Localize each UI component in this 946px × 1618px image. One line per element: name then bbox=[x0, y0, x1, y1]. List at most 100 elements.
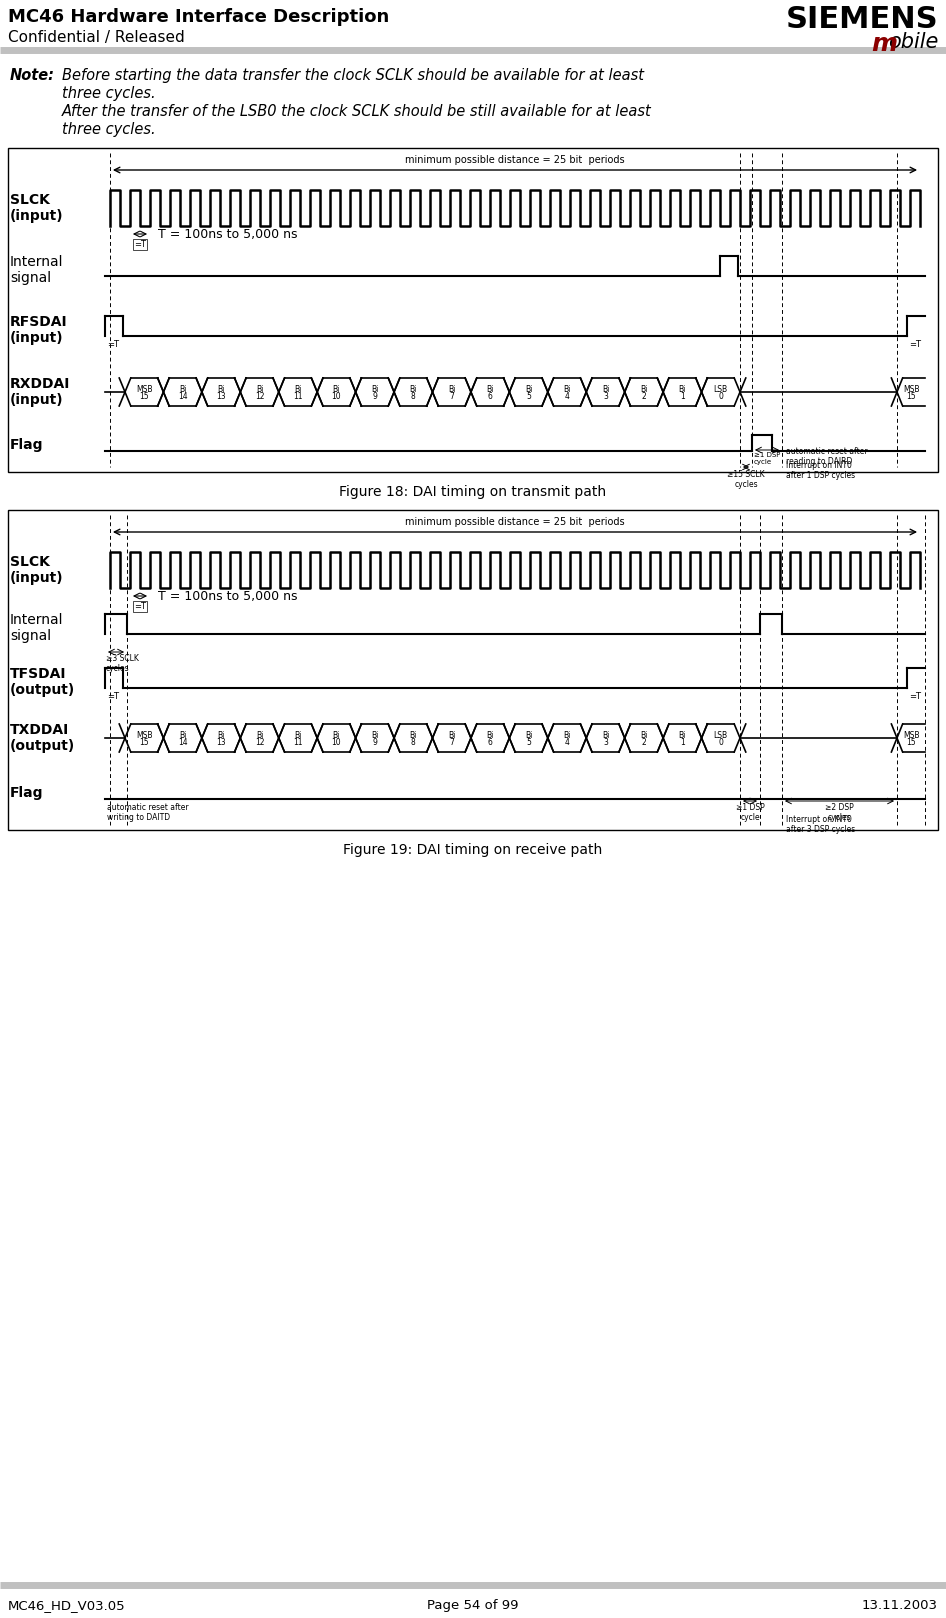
Text: 9: 9 bbox=[373, 738, 377, 746]
Text: automatic reset after
reading to DAIRD: automatic reset after reading to DAIRD bbox=[786, 447, 867, 466]
Text: LSB: LSB bbox=[713, 730, 727, 739]
Text: ≥15 SCLK
cycles: ≥15 SCLK cycles bbox=[727, 469, 764, 489]
Text: 10: 10 bbox=[332, 738, 342, 746]
Text: Page 54 of 99: Page 54 of 99 bbox=[428, 1599, 518, 1612]
Text: 6: 6 bbox=[488, 392, 493, 401]
Text: 3: 3 bbox=[603, 738, 608, 746]
Text: 7: 7 bbox=[449, 738, 454, 746]
Text: 5: 5 bbox=[526, 738, 531, 746]
Text: Bi: Bi bbox=[564, 730, 570, 739]
Text: Before starting the data transfer the clock SCLK should be available for at leas: Before starting the data transfer the cl… bbox=[62, 68, 644, 83]
Text: 8: 8 bbox=[411, 738, 415, 746]
Text: 15: 15 bbox=[139, 392, 149, 401]
Text: Internal
signal: Internal signal bbox=[10, 256, 63, 285]
Text: Bi: Bi bbox=[525, 730, 533, 739]
Text: 2: 2 bbox=[641, 738, 646, 746]
Text: 15: 15 bbox=[139, 738, 149, 746]
Text: Bi: Bi bbox=[218, 730, 225, 739]
Text: minimum possible distance = 25 bit  periods: minimum possible distance = 25 bit perio… bbox=[405, 518, 624, 527]
Text: Bi: Bi bbox=[179, 385, 186, 393]
Text: Bi: Bi bbox=[255, 730, 263, 739]
Text: Internal
signal: Internal signal bbox=[10, 613, 63, 642]
Text: Bi: Bi bbox=[371, 730, 378, 739]
Text: =T: =T bbox=[134, 239, 146, 249]
Text: ≥2 DSP
cycles: ≥2 DSP cycles bbox=[825, 803, 854, 822]
Text: 15: 15 bbox=[906, 392, 916, 401]
Text: SIEMENS: SIEMENS bbox=[785, 5, 938, 34]
Text: 2: 2 bbox=[641, 392, 646, 401]
Text: Bi: Bi bbox=[640, 385, 648, 393]
Text: Bi: Bi bbox=[410, 385, 417, 393]
Text: Flag: Flag bbox=[10, 786, 44, 799]
Text: 0: 0 bbox=[718, 392, 724, 401]
Text: Flag: Flag bbox=[10, 438, 44, 451]
Text: TFSDAI
(output): TFSDAI (output) bbox=[10, 667, 76, 697]
Text: 4: 4 bbox=[565, 738, 569, 746]
Text: Bi: Bi bbox=[678, 385, 686, 393]
Text: MC46 Hardware Interface Description: MC46 Hardware Interface Description bbox=[8, 8, 389, 26]
Text: Figure 18: DAI timing on transmit path: Figure 18: DAI timing on transmit path bbox=[340, 485, 606, 498]
Text: 13: 13 bbox=[217, 738, 226, 746]
Text: 1: 1 bbox=[680, 392, 685, 401]
Text: 8: 8 bbox=[411, 392, 415, 401]
Text: Interrupt on INT0
after 1 DSP cycles: Interrupt on INT0 after 1 DSP cycles bbox=[786, 461, 855, 481]
Text: automatic reset after
writing to DAITD: automatic reset after writing to DAITD bbox=[107, 803, 188, 822]
Text: Bi: Bi bbox=[255, 385, 263, 393]
Text: m: m bbox=[871, 32, 897, 57]
Text: =T: =T bbox=[909, 693, 921, 701]
Text: SLCK
(input): SLCK (input) bbox=[10, 555, 63, 586]
Text: Bi: Bi bbox=[525, 385, 533, 393]
Text: Bi: Bi bbox=[486, 385, 494, 393]
Text: 3: 3 bbox=[603, 392, 608, 401]
Text: minimum possible distance = 25 bit  periods: minimum possible distance = 25 bit perio… bbox=[405, 155, 624, 165]
Text: ≥1 DSP
cycle: ≥1 DSP cycle bbox=[736, 803, 764, 822]
Text: Bi: Bi bbox=[678, 730, 686, 739]
Text: Bi: Bi bbox=[602, 385, 609, 393]
Text: =T: =T bbox=[107, 340, 119, 349]
Text: 14: 14 bbox=[178, 738, 187, 746]
Text: MSB: MSB bbox=[136, 385, 152, 393]
Text: Bi: Bi bbox=[179, 730, 186, 739]
Text: Confidential / Released: Confidential / Released bbox=[8, 31, 184, 45]
Text: SLCK
(input): SLCK (input) bbox=[10, 193, 63, 223]
Text: MC46_HD_V03.05: MC46_HD_V03.05 bbox=[8, 1599, 126, 1612]
Text: three cycles.: three cycles. bbox=[62, 121, 156, 138]
Text: Bi: Bi bbox=[602, 730, 609, 739]
Text: three cycles.: three cycles. bbox=[62, 86, 156, 100]
Text: =T: =T bbox=[107, 693, 119, 701]
Bar bbox=[8, 147, 938, 472]
Text: Bi: Bi bbox=[333, 730, 341, 739]
Text: Bi: Bi bbox=[564, 385, 570, 393]
Text: Bi: Bi bbox=[218, 385, 225, 393]
Text: After the transfer of the LSB0 the clock SCLK should be still available for at l: After the transfer of the LSB0 the clock… bbox=[62, 104, 652, 120]
Text: T = 100ns to 5,000 ns: T = 100ns to 5,000 ns bbox=[158, 589, 297, 602]
Text: Bi: Bi bbox=[294, 385, 302, 393]
Text: Bi: Bi bbox=[410, 730, 417, 739]
Text: 12: 12 bbox=[254, 392, 264, 401]
Text: 15: 15 bbox=[906, 738, 916, 746]
Text: Bi: Bi bbox=[448, 385, 455, 393]
Text: 7: 7 bbox=[449, 392, 454, 401]
Text: TXDDAI
(output): TXDDAI (output) bbox=[10, 723, 76, 752]
Text: 11: 11 bbox=[293, 738, 303, 746]
Text: 11: 11 bbox=[293, 392, 303, 401]
Text: 4: 4 bbox=[565, 392, 569, 401]
Text: Note:: Note: bbox=[10, 68, 55, 83]
Text: Bi: Bi bbox=[294, 730, 302, 739]
Text: MSB: MSB bbox=[136, 730, 152, 739]
Text: 13.11.2003: 13.11.2003 bbox=[862, 1599, 938, 1612]
Text: 6: 6 bbox=[488, 738, 493, 746]
Text: 0: 0 bbox=[718, 738, 724, 746]
Text: LSB: LSB bbox=[713, 385, 727, 393]
Text: Bi: Bi bbox=[640, 730, 648, 739]
Text: RXDDAI
(input): RXDDAI (input) bbox=[10, 377, 70, 408]
Text: ≥3 SCLK
cycles: ≥3 SCLK cycles bbox=[106, 654, 139, 673]
Text: T = 100ns to 5,000 ns: T = 100ns to 5,000 ns bbox=[158, 228, 297, 241]
Text: =T: =T bbox=[134, 602, 146, 612]
Text: Figure 19: DAI timing on receive path: Figure 19: DAI timing on receive path bbox=[343, 843, 603, 858]
Text: 13: 13 bbox=[217, 392, 226, 401]
Text: Bi: Bi bbox=[448, 730, 455, 739]
Text: 10: 10 bbox=[332, 392, 342, 401]
Text: =T: =T bbox=[909, 340, 921, 349]
Text: MSB: MSB bbox=[902, 730, 920, 739]
